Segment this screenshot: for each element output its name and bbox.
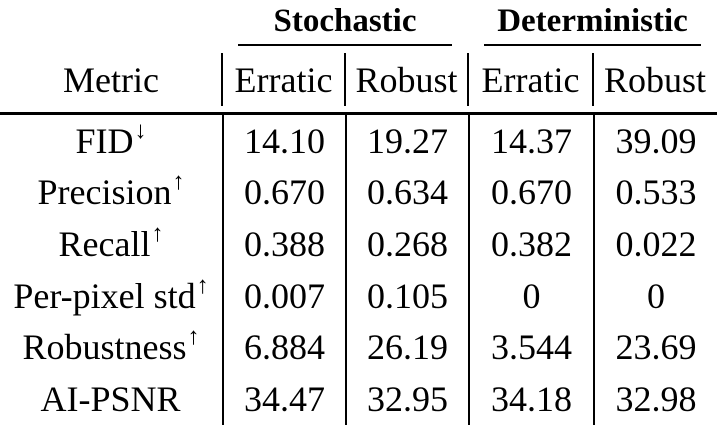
value-cell: 39.09: [593, 115, 717, 167]
value-cell: 0: [468, 270, 593, 322]
table-row-per-pixel-std: Per-pixel std ↑ 0.007 0.105 0 0: [0, 270, 717, 322]
value-cell: 32.95: [345, 373, 468, 425]
metric-label-cell: Recall ↑: [58, 221, 164, 265]
metric-label-cell: Robustness ↑: [22, 324, 200, 368]
value-cell: 6.884: [222, 321, 345, 374]
value-cell: 0.634: [345, 166, 468, 219]
column-header-row: Metric Erratic Robust Erratic Robust: [0, 48, 717, 112]
stochastic-underline-rule: [238, 44, 452, 46]
value-cell: 0.388: [222, 218, 345, 270]
group-header-spacer: [0, 0, 222, 48]
table-row-fid: FID ↓ 14.10 19.27 14.37 39.09: [0, 115, 717, 167]
metric-label: AI-PSNR: [40, 379, 181, 420]
column-header-deterministic-erratic: Erratic: [467, 48, 593, 112]
header-separator-rule: [0, 112, 717, 115]
group-header-deterministic: Deterministic: [468, 0, 717, 48]
table-row-precision: Precision ↑ 0.670 0.634 0.670 0.533: [0, 166, 717, 219]
metric-label-cell: Precision ↑: [37, 169, 185, 213]
value-cell: 23.69: [593, 321, 717, 374]
group-header-row: Stochastic Deterministic: [0, 0, 717, 48]
value-cell: 34.18: [468, 373, 593, 425]
value-cell: 0.007: [222, 270, 345, 322]
value-cell: 26.19: [345, 321, 468, 374]
metric-label: Per-pixel std: [13, 275, 196, 316]
value-cell: 0.382: [468, 218, 593, 270]
value-cell: 34.47: [222, 373, 345, 425]
metric-label-cell: Per-pixel std ↑: [13, 272, 209, 316]
table-body: FID ↓ 14.10 19.27 14.37 39.09 Precision ↑ …: [0, 115, 717, 425]
metric-label: Precision: [37, 172, 172, 213]
column-header-metric: Metric: [63, 60, 159, 100]
table-row-ai-psnr: AI-PSNR 34.47 32.95 34.18 32.98: [0, 373, 717, 425]
value-cell: 0: [593, 270, 717, 322]
value-cell: 0.022: [593, 218, 717, 270]
value-cell: 19.27: [345, 115, 468, 167]
metric-label: Robustness: [22, 327, 187, 368]
column-header-stochastic-robust: Robust: [344, 48, 468, 112]
value-cell: 14.37: [468, 115, 593, 167]
column-header-stochastic-erratic: Erratic: [221, 48, 345, 112]
metric-label: FID: [75, 120, 134, 161]
value-cell: 0.268: [345, 218, 468, 270]
value-cell: 3.544: [468, 321, 593, 374]
table-row-recall: Recall ↑ 0.388 0.268 0.382 0.022: [0, 218, 717, 270]
group-header-stochastic: Stochastic: [222, 0, 468, 48]
deterministic-underline-rule: [484, 44, 701, 46]
value-cell: 14.10: [222, 115, 345, 167]
column-header-deterministic-robust: Robust: [592, 48, 717, 112]
value-cell: 0.670: [468, 166, 593, 219]
table-row-robustness: Robustness ↑ 6.884 26.19 3.544 23.69: [0, 321, 717, 374]
metric-label: Recall: [58, 224, 151, 265]
metric-label-cell: AI-PSNR: [0, 373, 222, 425]
value-cell: 32.98: [593, 373, 717, 425]
metric-label-cell: FID ↓: [75, 117, 147, 161]
group-header-label: Deterministic: [497, 3, 688, 39]
group-header-label: Stochastic: [273, 3, 417, 39]
value-cell: 0.105: [345, 270, 468, 322]
value-cell: 0.670: [222, 166, 345, 219]
value-cell: 0.533: [593, 166, 717, 219]
